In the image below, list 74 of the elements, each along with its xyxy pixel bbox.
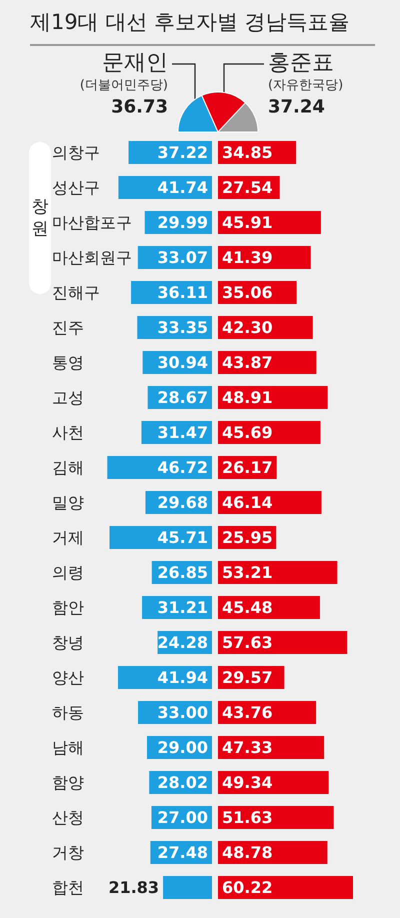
- chart-title: 제19대 대선 후보자별 경남득표율: [30, 9, 350, 36]
- data-label: 45.69: [222, 423, 273, 442]
- data-label: 57.63: [222, 633, 273, 652]
- data-label: 46.14: [222, 493, 273, 512]
- y-tick-label: 양산: [52, 668, 84, 687]
- data-label: 43.76: [222, 703, 273, 722]
- slice-label: 홍준표 (자유한국당): [268, 50, 344, 93]
- data-label: 46.72: [157, 458, 208, 477]
- bar: [218, 631, 348, 654]
- data-label: 47.33: [222, 738, 273, 757]
- data-label: 31.21: [157, 598, 208, 617]
- data-label: 51.63: [222, 808, 273, 827]
- data-label: 33.07: [157, 248, 208, 267]
- y-tick-label: 성산구: [52, 178, 100, 197]
- text: 창원: [31, 196, 49, 240]
- y-tick-label: 거제: [52, 528, 84, 547]
- data-label: 30.94: [157, 353, 208, 372]
- data-label: 29.00: [157, 738, 208, 757]
- y-tick-label: 진주: [52, 318, 84, 337]
- data-label: 43.87: [222, 353, 273, 372]
- data-label: 45.91: [222, 213, 273, 232]
- data-label: 41.74: [157, 178, 208, 197]
- y-tick-label: 진해구: [52, 283, 100, 302]
- data-label: 28.67: [157, 388, 208, 407]
- data-label: 33.00: [157, 703, 208, 722]
- data-label: 29.68: [157, 493, 208, 512]
- data-label: 27.48: [157, 843, 208, 862]
- data-label: 21.83: [108, 878, 160, 897]
- y-tick-label: 창녕: [52, 633, 84, 652]
- data-label: 45.48: [222, 598, 273, 617]
- data-label: 48.78: [222, 843, 273, 862]
- data-label: 28.02: [157, 773, 208, 792]
- y-tick-label: 합천: [52, 878, 84, 897]
- y-tick-label: 통영: [52, 353, 84, 372]
- y-tick-label: 밀양: [52, 493, 84, 512]
- y-tick-label: 마산회원구: [52, 248, 132, 267]
- data-label: 33.35: [157, 318, 208, 337]
- data-label: 26.85: [157, 563, 208, 582]
- data-label: 24.28: [157, 633, 208, 652]
- y-tick-label: 의령: [52, 563, 84, 582]
- data-label: 35.06: [222, 283, 273, 302]
- y-tick-label: 의창구: [52, 143, 100, 162]
- data-label: 27.54: [222, 178, 273, 197]
- data-label: 48.91: [222, 388, 273, 407]
- data-label: 26.17: [222, 458, 273, 477]
- data-label: 36.73: [111, 96, 168, 118]
- data-label: 49.34: [222, 773, 273, 792]
- y-tick-label: 김해: [52, 458, 84, 477]
- data-label: 41.39: [222, 248, 273, 267]
- y-tick-label: 사천: [52, 423, 84, 442]
- y-tick-label: 남해: [52, 738, 84, 757]
- y-tick-label: 고성: [52, 388, 84, 407]
- data-label: 37.24: [268, 96, 325, 118]
- y-tick-label: 함양: [52, 773, 84, 792]
- y-tick-label: 하동: [52, 703, 84, 722]
- y-tick-label: 거창: [52, 843, 84, 862]
- data-label: 31.47: [157, 423, 208, 442]
- data-label: 42.30: [222, 318, 273, 337]
- y-tick-label: 마산합포구: [52, 213, 132, 232]
- data-label: 25.95: [222, 528, 273, 547]
- data-label: 36.11: [157, 283, 208, 302]
- data-label: 27.00: [157, 808, 208, 827]
- data-label: 29.99: [157, 213, 208, 232]
- bar: [163, 876, 212, 899]
- data-label: 53.21: [222, 563, 273, 582]
- data-label: 29.57: [222, 668, 273, 687]
- data-label: 60.22: [222, 878, 273, 897]
- data-label: 37.22: [157, 143, 208, 162]
- slice-label: 문재인 (더불어민주당): [80, 50, 168, 93]
- data-label: 41.94: [157, 668, 208, 687]
- data-label: 45.71: [157, 528, 208, 547]
- data-label: 34.85: [222, 143, 273, 162]
- y-tick-label: 함안: [52, 598, 84, 617]
- y-tick-label: 산청: [52, 808, 84, 827]
